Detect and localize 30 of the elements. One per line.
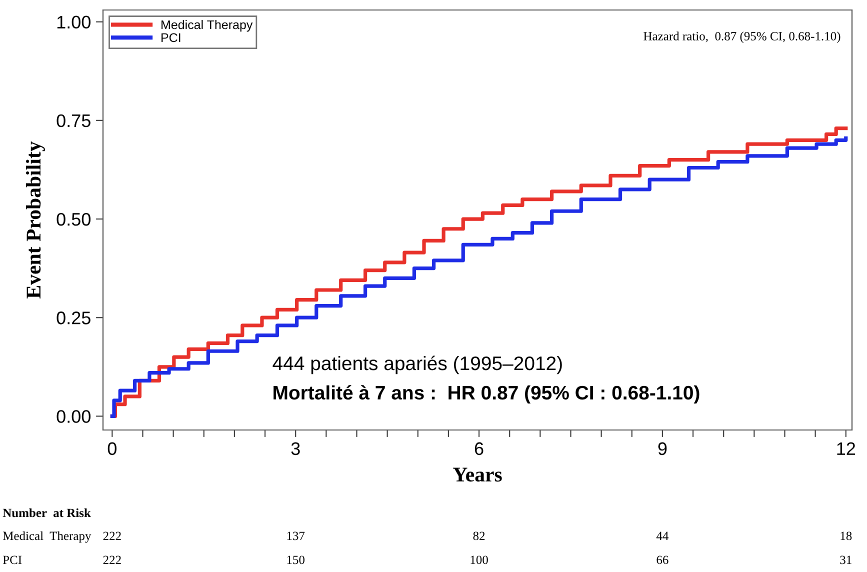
legend-label: Medical Therapy: [162, 20, 253, 32]
y-tick-label: 0.50: [56, 212, 90, 226]
y-tick-label: 1.00: [57, 16, 90, 29]
text: 82: [473, 532, 485, 540]
y-tick-label: 0.75: [56, 114, 90, 128]
text: 222: [103, 532, 121, 540]
text: 222: [103, 556, 121, 564]
text: 100: [470, 556, 488, 564]
text: 44: [656, 532, 669, 540]
y-tick-label: 0.00: [56, 410, 90, 423]
x-tick-label: 0: [108, 442, 116, 456]
text: Number at Risk: [2, 508, 91, 518]
text: PCI: [2, 556, 22, 564]
legend-label: PCI: [162, 33, 180, 42]
x-tick-label: 6: [474, 442, 484, 456]
x-tick-label: 3: [291, 442, 300, 456]
text: Medical Therapy: [2, 531, 92, 543]
text: 137: [287, 532, 305, 540]
annotation: 444 patients apariés (1995–2012): [272, 356, 562, 374]
x-tick-label: 9: [658, 442, 667, 456]
y-axis-title: Event Probability: [26, 141, 45, 298]
x-tick-label: 12: [837, 442, 856, 455]
text: 18: [840, 532, 852, 540]
y-tick-label: 0.25: [56, 312, 90, 324]
x-axis-title: Years: [452, 468, 502, 482]
text: 150: [287, 556, 304, 564]
annotation: Mortalité à 7 ans : HR 0.87 (95% CI : 0.68-1.10): [274, 385, 700, 404]
text: 31: [840, 556, 852, 564]
text: 66: [656, 556, 668, 564]
annotation: Hazard ratio, 0.87 (95% CI, 0.68-1.10): [644, 32, 840, 43]
